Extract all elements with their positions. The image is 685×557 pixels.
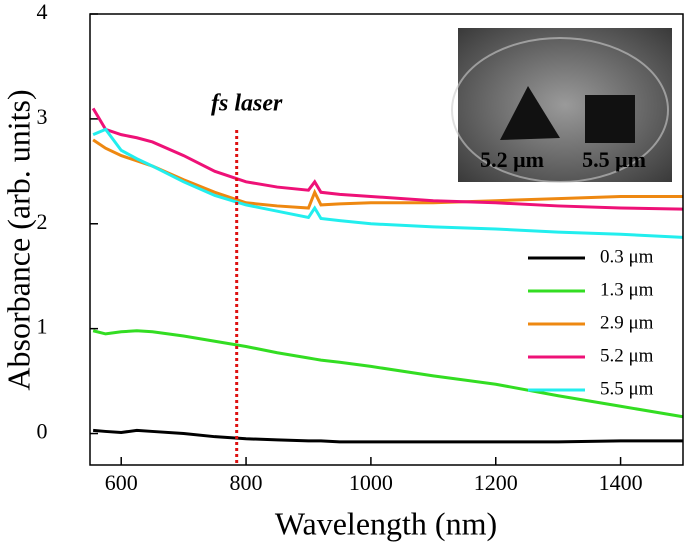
series-line xyxy=(92,329,684,419)
plot-frame xyxy=(89,13,684,466)
y-tick-label: 4 xyxy=(37,0,48,24)
series-line xyxy=(92,138,683,210)
x-tick-label: 800 xyxy=(230,470,263,495)
x-tick-label: 600 xyxy=(105,470,138,495)
series-line xyxy=(91,107,684,211)
legend-label: 5.5 μm xyxy=(600,378,654,399)
inset-label: 5.5 μm xyxy=(582,147,646,172)
legend-label: 2.9 μm xyxy=(600,312,654,333)
y-tick-label: 2 xyxy=(37,209,48,234)
inset-label: 5.2 μm xyxy=(480,147,544,172)
legend-label: 0.3 μm xyxy=(600,246,654,267)
annotation-text: fs laser xyxy=(211,91,283,117)
x-tick-label: 1400 xyxy=(599,470,643,495)
series-line xyxy=(92,428,683,444)
y-tick-label: 0 xyxy=(37,419,48,444)
inset-photo xyxy=(451,28,672,183)
y-tick-label: 1 xyxy=(37,314,48,339)
legend-label: 5.2 μm xyxy=(600,345,654,366)
x-tick-label: 1200 xyxy=(474,470,518,495)
series-line xyxy=(92,127,684,239)
x-axis-title: Wavelength (nm) xyxy=(275,505,497,541)
y-axis-title: Absorbance (arb. units) xyxy=(0,89,36,390)
legend-label: 1.3 μm xyxy=(600,279,654,300)
y-tick-label: 3 xyxy=(37,104,48,129)
x-tick-label: 1000 xyxy=(349,470,393,495)
